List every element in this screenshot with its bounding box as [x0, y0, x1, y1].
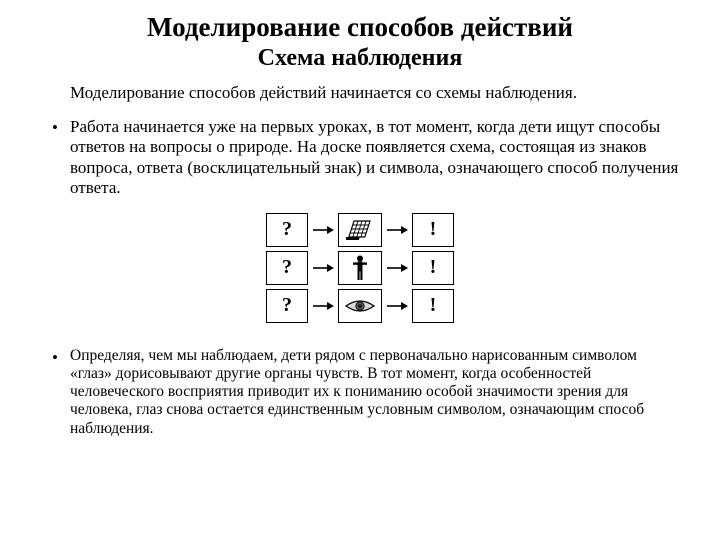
bullet-text: Работа начинается уже на первых уроках, …: [70, 117, 680, 199]
diagram: ?: [40, 213, 680, 323]
page: Моделирование способов действий Схема на…: [0, 0, 720, 540]
bullet-marker: •: [52, 347, 70, 368]
question-box: ?: [266, 213, 308, 247]
book-icon: [338, 213, 382, 247]
arrow-icon: [386, 224, 408, 236]
diagram-grid: ?: [266, 213, 454, 323]
question-box: ?: [266, 289, 308, 323]
eye-icon: [338, 289, 382, 323]
arrow-icon: [312, 262, 334, 274]
bullet-marker: •: [52, 117, 70, 138]
page-title: Моделирование способов действий: [40, 12, 680, 43]
person-icon: [338, 251, 382, 285]
page-subtitle: Схема наблюдения: [40, 45, 680, 73]
answer-box: !: [412, 289, 454, 323]
bullet-text: Определяя, чем мы наблюдаем, дети рядом …: [70, 347, 680, 438]
arrow-icon: [386, 262, 408, 274]
bullet-item: • Работа начинается уже на первых уроках…: [52, 117, 680, 199]
intro-text: Моделирование способов действий начинает…: [70, 83, 680, 103]
bullet-item: • Определяя, чем мы наблюдаем, дети рядо…: [52, 347, 680, 438]
answer-box: !: [412, 213, 454, 247]
arrow-icon: [312, 224, 334, 236]
arrow-icon: [386, 300, 408, 312]
arrow-icon: [312, 300, 334, 312]
question-box: ?: [266, 251, 308, 285]
answer-box: !: [412, 251, 454, 285]
